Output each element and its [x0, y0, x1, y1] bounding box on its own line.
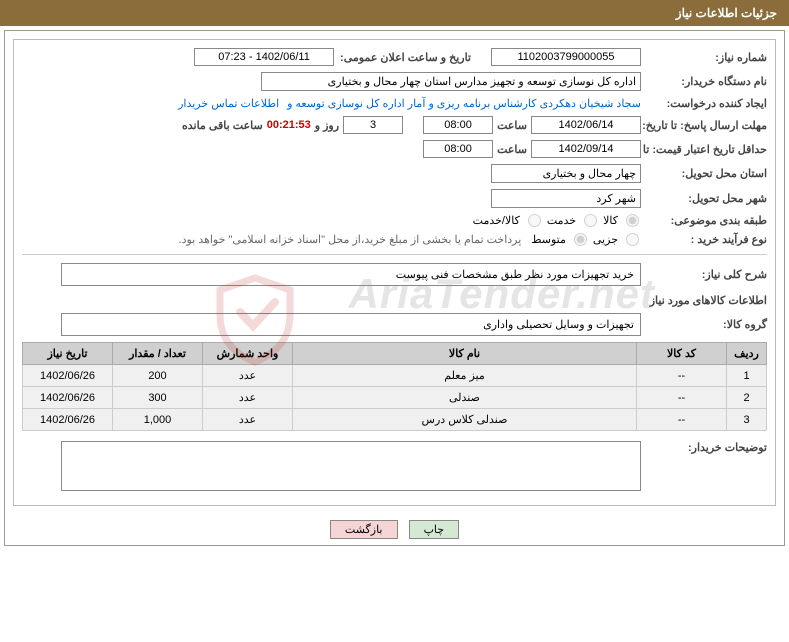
province-label: استان محل تحویل: — [647, 167, 767, 180]
category-label: طبقه بندی موضوعی: — [647, 214, 767, 227]
province-field: چهار محال و بختیاری — [491, 164, 641, 183]
table-cell: صندلی — [293, 387, 637, 409]
items-table: ردیف کد کالا نام کالا واحد شمارش تعداد /… — [22, 342, 767, 431]
radio-service[interactable] — [584, 214, 597, 227]
table-cell: 200 — [113, 365, 203, 387]
table-cell: عدد — [203, 409, 293, 431]
table-cell: صندلی کلاس درس — [293, 409, 637, 431]
th-date: تاریخ نیاز — [23, 343, 113, 365]
process-label: نوع فرآیند خرید : — [647, 233, 767, 246]
desc-label: شرح کلی نیاز: — [647, 268, 767, 281]
th-code: کد کالا — [637, 343, 727, 365]
table-cell: 1402/06/26 — [23, 365, 113, 387]
outer-frame: AriaTender.net شماره نیاز: 1102003799000… — [4, 30, 785, 546]
table-row: 1--میز معلمعدد2001402/06/26 — [23, 365, 767, 387]
contact-link[interactable]: اطلاعات تماس خریدار — [178, 97, 279, 110]
proc-minor-label: جزیی — [593, 233, 618, 246]
desc-field: خرید تجهیزات مورد نظر طبق مشخصات فنی پیو… — [61, 263, 641, 286]
cat-service-label: خدمت — [547, 214, 576, 227]
table-cell: 1 — [727, 365, 767, 387]
validity-label: حداقل تاریخ اعتبار قیمت: تا تاریخ: — [647, 143, 767, 156]
table-row: 2--صندلیعدد3001402/06/26 — [23, 387, 767, 409]
countdown: 00:21:53 — [267, 119, 311, 131]
radio-minor[interactable] — [626, 233, 639, 246]
remain-label: ساعت باقی مانده — [182, 119, 263, 132]
table-cell: -- — [637, 409, 727, 431]
days-field: 3 — [343, 116, 403, 134]
table-cell: 1402/06/26 — [23, 387, 113, 409]
table-cell: 1402/06/26 — [23, 409, 113, 431]
table-cell: 300 — [113, 387, 203, 409]
validity-date: 1402/09/14 — [531, 140, 641, 158]
table-cell: -- — [637, 365, 727, 387]
back-button[interactable]: بازگشت — [330, 520, 398, 539]
days-label: روز و — [315, 119, 339, 132]
reqnum-label: شماره نیاز: — [647, 51, 767, 64]
buyer-notes-label: توضیحات خریدار: — [647, 441, 767, 454]
table-row: 3--صندلی کلاس درسعدد1,0001402/06/26 — [23, 409, 767, 431]
form-panel: AriaTender.net شماره نیاز: 1102003799000… — [13, 39, 776, 506]
creator-label: ایجاد کننده درخواست: — [647, 97, 767, 110]
time-label-2: ساعت — [497, 143, 527, 156]
city-label: شهر محل تحویل: — [647, 192, 767, 205]
table-cell: 2 — [727, 387, 767, 409]
category-radios: کالا خدمت کالا/خدمت — [473, 214, 641, 227]
payment-note: پرداخت تمام یا بخشی از مبلغ خرید،از محل … — [179, 233, 522, 246]
creator-field: سجاد شیخیان دهکردی کارشناس برنامه ریزی و… — [287, 97, 641, 110]
th-unit: واحد شمارش — [203, 343, 293, 365]
th-row: ردیف — [727, 343, 767, 365]
announce-label: تاریخ و ساعت اعلان عمومی: — [340, 51, 471, 64]
th-qty: تعداد / مقدار — [113, 343, 203, 365]
table-cell: 1,000 — [113, 409, 203, 431]
button-row: چاپ بازگشت — [5, 514, 784, 545]
validity-time: 08:00 — [423, 140, 493, 158]
print-button[interactable]: چاپ — [409, 520, 460, 539]
page-header: جزئیات اطلاعات نیاز — [0, 0, 789, 26]
process-radios: جزیی متوسط — [531, 233, 641, 246]
cat-goods-label: کالا — [603, 214, 618, 227]
table-cell: عدد — [203, 365, 293, 387]
table-cell: 3 — [727, 409, 767, 431]
group-field: تجهیزات و وسایل تحصیلی واداری — [61, 313, 641, 336]
proc-medium-label: متوسط — [531, 233, 566, 246]
th-name: نام کالا — [293, 343, 637, 365]
table-cell: عدد — [203, 387, 293, 409]
page-title: جزئیات اطلاعات نیاز — [676, 6, 777, 20]
buyer-label: نام دستگاه خریدار: — [647, 75, 767, 88]
buyer-notes-field — [61, 441, 641, 491]
table-cell: میز معلم — [293, 365, 637, 387]
table-cell: -- — [637, 387, 727, 409]
cat-both-label: کالا/خدمت — [473, 214, 520, 227]
city-field: شهر کرد — [491, 189, 641, 208]
radio-medium[interactable] — [574, 233, 587, 246]
deadline-time: 08:00 — [423, 116, 493, 134]
group-label: گروه کالا: — [647, 318, 767, 331]
deadline-date: 1402/06/14 — [531, 116, 641, 134]
buyer-field: اداره کل نوسازی توسعه و تجهیز مدارس استا… — [261, 72, 641, 91]
deadline-label: مهلت ارسال پاسخ: تا تاریخ: — [647, 119, 767, 132]
announce-field: 1402/06/11 - 07:23 — [194, 48, 334, 66]
goods-info-title: اطلاعات کالاهای مورد نیاز — [22, 294, 767, 307]
radio-goods[interactable] — [626, 214, 639, 227]
time-label-1: ساعت — [497, 119, 527, 132]
radio-both[interactable] — [528, 214, 541, 227]
reqnum-field: 1102003799000055 — [491, 48, 641, 66]
